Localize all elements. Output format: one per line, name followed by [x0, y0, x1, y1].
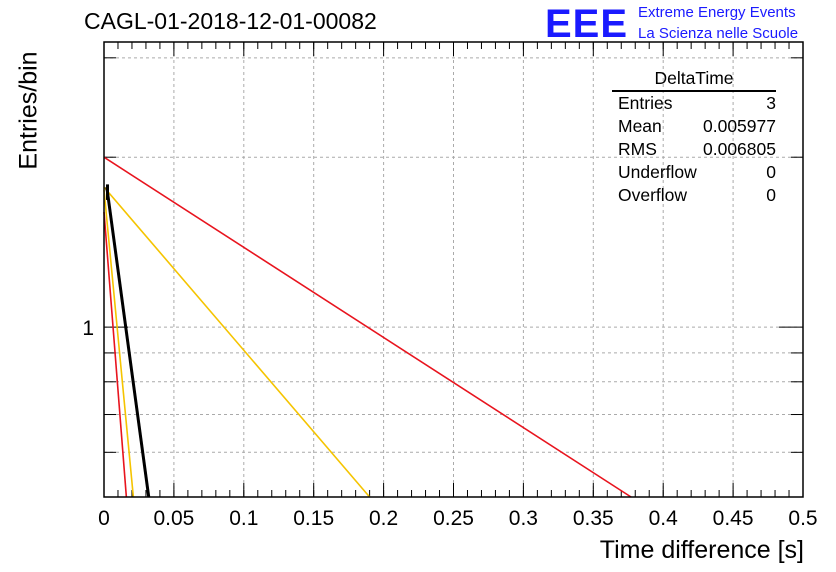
run-title: CAGL-01-2018-12-01-00082: [84, 8, 377, 34]
series-line-4: [103, 189, 135, 498]
stats-label: RMS: [618, 139, 657, 159]
x-tick-label: 0: [98, 507, 110, 530]
eee-logo: EEE: [545, 2, 629, 46]
x-tick-label: 0.3: [509, 507, 538, 530]
stats-box: DeltaTime Entries 3 Mean 0.005977 RMS 0.…: [612, 68, 776, 207]
series-line-3: [103, 211, 128, 498]
x-tick-label: 0.1: [229, 507, 258, 530]
plot-frame: [103, 41, 804, 498]
stats-value: 3: [766, 93, 776, 113]
x-tick-label: 0.4: [649, 507, 679, 530]
stats-row-mean: Mean 0.005977: [612, 115, 776, 138]
series-line-1: [103, 186, 371, 498]
series-line-2: [105, 186, 151, 498]
logo-line-2: La Scienza nelle Scuole: [638, 25, 799, 42]
stats-value: 0.006805: [703, 139, 776, 159]
stats-title: DeltaTime: [612, 68, 776, 92]
x-tick-label: 0.05: [153, 507, 194, 530]
stats-label: Underflow: [618, 162, 697, 182]
x-tick-label: 0.5: [788, 507, 817, 530]
logo-line-1: Extreme Energy Events: [638, 4, 796, 21]
stats-value: 0: [766, 162, 776, 182]
stats-label: Mean: [618, 116, 662, 136]
stats-value: 0.005977: [703, 116, 776, 136]
x-tick-label: 0.45: [713, 507, 754, 530]
x-tick-label: 0.15: [293, 507, 334, 530]
stats-value: 0: [766, 185, 776, 205]
stats-row-entries: Entries 3: [612, 92, 776, 115]
x-tick-label: 0.2: [369, 507, 398, 530]
stats-row-underflow: Underflow 0: [612, 161, 776, 184]
x-tick-label: 0.35: [573, 507, 614, 530]
stats-label: Entries: [618, 93, 673, 113]
x-axis-label: Time difference [s]: [599, 536, 804, 564]
y-axis-label: Entries/bin: [14, 51, 43, 170]
stats-row-rms: RMS 0.006805: [612, 138, 776, 161]
x-tick-label: 0.25: [433, 507, 474, 530]
stats-row-overflow: Overflow 0: [612, 184, 776, 207]
y-tick-label: 1: [82, 317, 94, 340]
series-line-0: [103, 156, 632, 498]
stats-label: Overflow: [618, 185, 688, 205]
